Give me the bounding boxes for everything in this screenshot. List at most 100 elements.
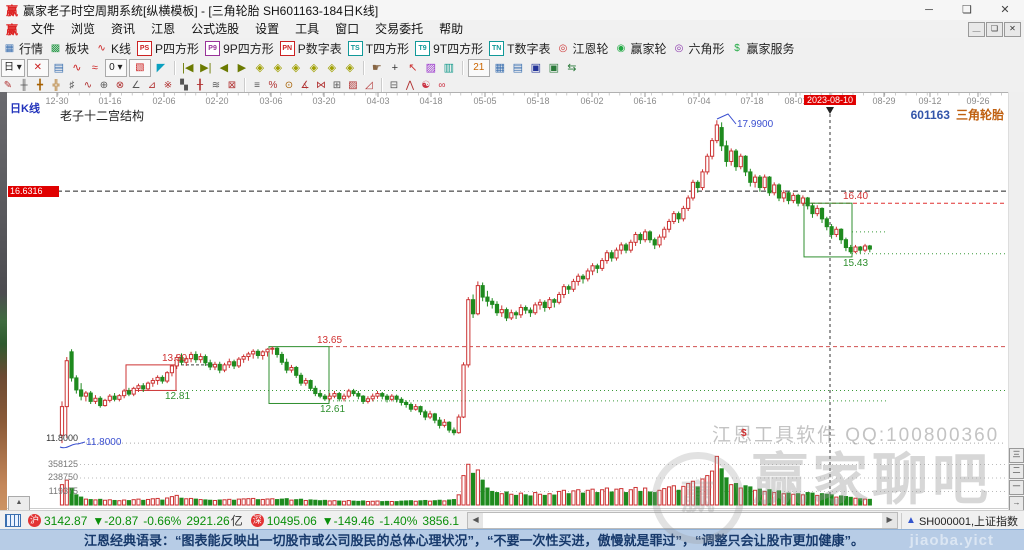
wave-big-icon[interactable]: ≈ [91, 62, 98, 74]
hexagon-button[interactable]: ◎ 六角形 [673, 40, 725, 57]
volume-axis-label-1: 358125 [47, 459, 78, 469]
close-chart-icon[interactable]: ✕ [26, 59, 49, 77]
hand-tool-icon[interactable]: ☛ [371, 62, 382, 74]
scroll-left-arrow[interactable]: ◀ [468, 513, 484, 528]
menu-item-10[interactable]: 帮助 [439, 22, 464, 36]
scroll-right-arrow[interactable]: ▶ [882, 513, 898, 528]
infinity-icon[interactable]: ∞ [438, 79, 446, 91]
rail-tool-icon[interactable]: ╂ [196, 79, 204, 91]
pointer-tool-icon[interactable]: ↖ [408, 62, 418, 74]
scroll-up-corner-button[interactable]: ▲ [8, 496, 30, 511]
maximize-button[interactable]: ❏ [962, 3, 972, 16]
next-bar-icon[interactable]: ▶ [237, 62, 247, 74]
bowtie-icon[interactable]: ⋈ [316, 79, 326, 91]
mdi-restore-button[interactable]: ❏ [986, 21, 1003, 37]
circle-cross-icon[interactable]: ⊕ [99, 79, 109, 91]
diamond-2-icon[interactable]: ◈ [273, 62, 283, 74]
wedge-icon[interactable]: ◿ [365, 79, 373, 91]
pencil-tool-icon[interactable]: ✎ [3, 79, 13, 91]
crosshair-tool-icon[interactable]: + [391, 62, 399, 74]
t-table-button[interactable]: TN T数字表 [489, 40, 550, 57]
minimize-button[interactable]: ─ [925, 3, 933, 16]
box2-top-label: 13.65 [317, 335, 343, 346]
hatch-box-icon[interactable]: ▨ [348, 79, 358, 91]
diamond-4-icon[interactable]: ◈ [309, 62, 319, 74]
flag-icon[interactable]: ◤ [156, 62, 166, 74]
desktop-background-strip [0, 92, 7, 550]
last-bar-icon[interactable]: ▶| [200, 62, 212, 74]
mdi-minimize-button[interactable]: ＿ [968, 21, 985, 37]
menu-item-5[interactable]: 公式选股 [191, 22, 240, 36]
menu-item-3[interactable]: 资讯 [111, 22, 136, 36]
wave-small-icon[interactable]: ∿ [72, 62, 82, 74]
wave-band-icon[interactable]: ≋ [211, 79, 221, 91]
yinyang-icon[interactable]: ☯ [421, 79, 431, 91]
period-daily-dropdown[interactable]: 日 ▾ [1, 59, 25, 77]
spiral-icon[interactable]: ∿ [83, 79, 93, 91]
grid-double-icon[interactable]: ╬ [52, 79, 60, 91]
kline-button[interactable]: ∿ K线 [95, 40, 131, 57]
star-burst-icon[interactable]: ※ [163, 79, 173, 91]
menu-item-6[interactable]: 设置 [255, 22, 280, 36]
menu-item-4[interactable]: 江恩 [151, 22, 176, 36]
t-square-button[interactable]: TS T四方形 [347, 40, 409, 57]
layout-one-button[interactable]: 一 [1009, 480, 1024, 495]
hatch-tool-icon[interactable]: ╫ [20, 79, 28, 91]
t9-square-button[interactable]: T9 9T四方形 [415, 40, 483, 57]
circle-dot-icon[interactable]: ⊙ [284, 79, 294, 91]
close-button[interactable]: ✕ [1000, 3, 1010, 16]
menu-item-2[interactable]: 浏览 [71, 22, 96, 36]
winner-wheel-button[interactable]: ◉ 赢家轮 [614, 40, 667, 57]
mdi-close-button[interactable]: ✕ [1004, 21, 1021, 37]
menu-item-1[interactable]: 文件 [31, 22, 56, 36]
sharp-grid-icon[interactable]: ♯ [69, 79, 75, 91]
calendar-icon[interactable]: 21 [467, 59, 490, 77]
box-x-icon[interactable]: ⊠ [227, 79, 237, 91]
quotes-button[interactable]: ▦ 行情 [3, 40, 43, 57]
cycle-book-icon[interactable]: ▥ [443, 62, 455, 74]
sectors-button[interactable]: ▩ 板块 [49, 40, 89, 57]
menu-item-9[interactable]: 交易委托 [375, 22, 424, 36]
first-bar-icon[interactable]: |◀ [182, 62, 194, 74]
template-doc-icon[interactable]: ▤ [53, 62, 65, 74]
percent-tool-icon[interactable]: % [268, 79, 278, 91]
table-grid-icon[interactable]: ⊟ [389, 79, 399, 91]
levels-tool-icon[interactable]: ≡ [254, 79, 260, 91]
calculator-icon[interactable]: ▦ [494, 62, 506, 74]
p-table-button[interactable]: PN P数字表 [279, 40, 342, 57]
layout-two-button[interactable]: 二 [1009, 464, 1024, 479]
p9-square-button[interactable]: P9 9P四方形 [205, 40, 274, 57]
save-sync-icon[interactable]: ▣ [548, 62, 560, 74]
prev-bar-icon[interactable]: ◀ [219, 62, 229, 74]
zero-dropdown[interactable]: 0 ▾ [104, 59, 127, 77]
save-icon[interactable]: ▣ [530, 62, 542, 74]
date-label: 05-05 [473, 96, 497, 106]
diamond-5-icon[interactable]: ◈ [327, 62, 337, 74]
triangle-tool-icon[interactable]: ⊿ [147, 79, 157, 91]
p-square-button[interactable]: PS P四方形 [137, 40, 199, 57]
gann-box-icon[interactable]: ▧ [128, 59, 151, 77]
angle-tool-icon[interactable]: ∠ [131, 79, 141, 91]
diamond-1-icon[interactable]: ◈ [255, 62, 265, 74]
grid-box-icon[interactable]: ⊞ [332, 79, 342, 91]
report-icon[interactable]: ▤ [512, 62, 524, 74]
fan-lines-icon[interactable]: ⋀ [405, 79, 415, 91]
export-icon[interactable]: ⇆ [567, 62, 577, 74]
shade-block-icon[interactable]: ▚ [180, 79, 188, 91]
current-index-selector[interactable]: ▲ SH000001,上证指数 [901, 512, 1024, 529]
layout-three-button[interactable]: 三 [1009, 448, 1024, 463]
grid-cross-icon[interactable]: ╋ [36, 79, 44, 91]
diamond-3-icon[interactable]: ◈ [291, 62, 301, 74]
magic-grid-icon[interactable]: ▨ [425, 62, 437, 74]
quote-grid-icon[interactable] [5, 514, 21, 527]
diamond-6-icon[interactable]: ◈ [345, 62, 355, 74]
menu-item-8[interactable]: 窗口 [335, 22, 360, 36]
layout-next-button[interactable]: → [1009, 496, 1024, 511]
p-square-button-label: P四方形 [155, 41, 200, 56]
circle-x-icon[interactable]: ⊗ [115, 79, 125, 91]
menu-item-7[interactable]: 工具 [295, 22, 320, 36]
toolbar-separator [461, 61, 463, 75]
winner-service-button[interactable]: $ 赢家服务 [731, 40, 794, 57]
gann-wheel-button[interactable]: ◎ 江恩轮 [556, 40, 609, 57]
angle-arc-icon[interactable]: ∡ [300, 79, 310, 91]
